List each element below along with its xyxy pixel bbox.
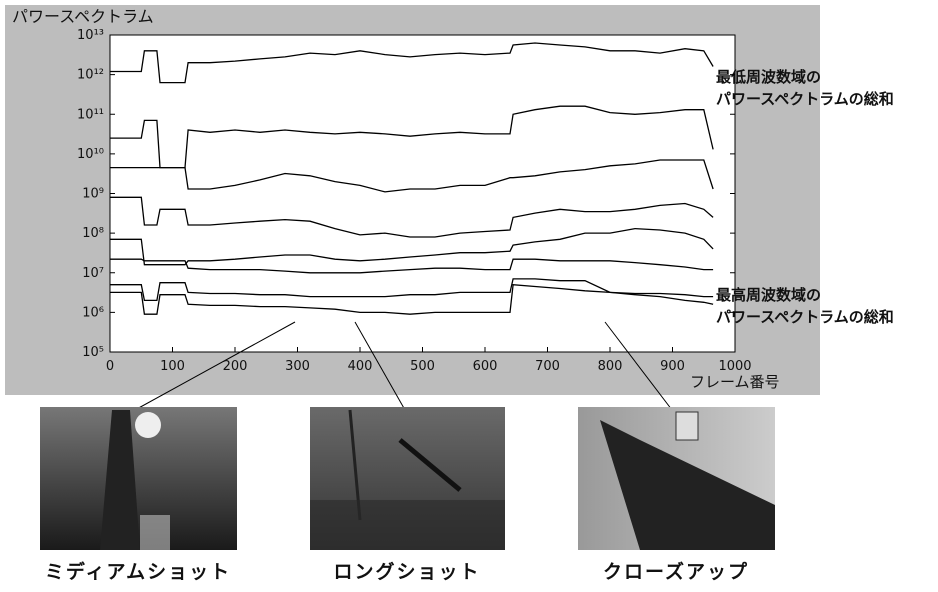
y-tick-label: 10⁸ (82, 226, 104, 241)
y-tick-label: 10⁶ (82, 305, 104, 320)
y-tick-label: 10⁷ (82, 266, 104, 281)
chart-title: パワースペクトラム (12, 7, 154, 26)
page: {"chart_data": {"type": "line", "title":… (0, 0, 938, 592)
x-tick-label: 500 (410, 359, 435, 374)
photo-caption: ミディアムショット (45, 560, 231, 583)
x-tick-label: 1000 (718, 359, 751, 374)
chart: パワースペクトラム フレーム番号 最低周波数域の パワースペクトラムの総和 最高… (0, 0, 938, 592)
x-axis-label: フレーム番号 (690, 373, 780, 391)
photo (40, 407, 237, 550)
photo-caption: ロングショット (333, 560, 480, 583)
x-tick-label: 700 (535, 359, 560, 374)
photo (310, 407, 505, 550)
y-tick-label: 10⁹ (82, 187, 104, 202)
y-tick-label: 10¹⁰ (77, 147, 104, 162)
y-tick-label: 10¹² (77, 68, 104, 83)
y-tick-label: 10¹³ (77, 28, 104, 43)
x-tick-label: 800 (598, 359, 623, 374)
x-tick-label: 0 (106, 359, 114, 374)
x-tick-label: 600 (473, 359, 498, 374)
y-tick-label: 10¹¹ (77, 107, 104, 122)
annotation: 最低周波数域の (716, 68, 821, 86)
annotation: パワースペクトラムの総和 (716, 308, 894, 326)
x-tick-label: 200 (223, 359, 248, 374)
x-tick-label: 400 (348, 359, 373, 374)
annotation: 最高周波数域の (716, 286, 821, 304)
x-tick-label: 100 (160, 359, 185, 374)
annotation: パワースペクトラムの総和 (716, 90, 894, 108)
photo (578, 407, 775, 550)
y-tick-label: 10⁵ (82, 345, 104, 360)
x-tick-label: 300 (285, 359, 310, 374)
photo-caption: クローズアップ (603, 560, 749, 583)
x-tick-label: 900 (660, 359, 685, 374)
